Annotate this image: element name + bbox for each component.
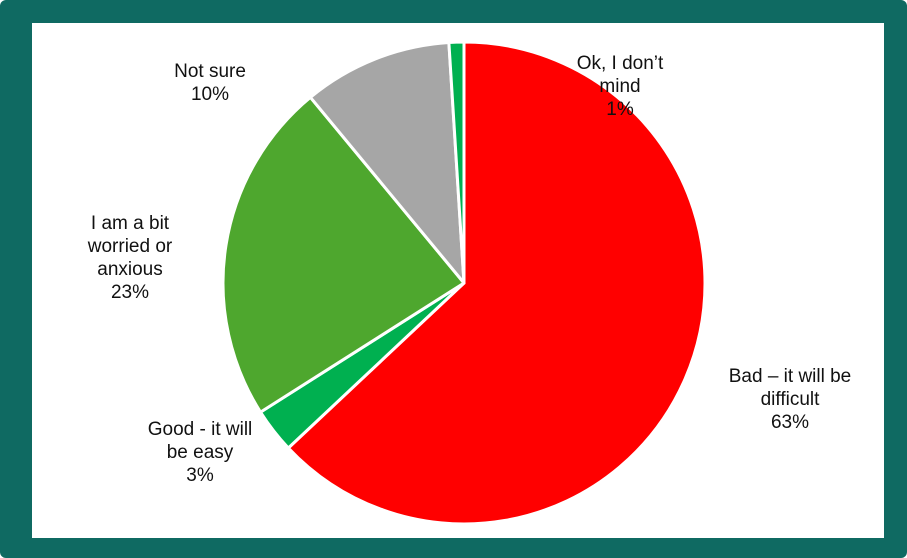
pie-slice-bad (286, 40, 707, 526)
slice-label-bad-value: 63% (770, 412, 810, 433)
slice-label-worried: I am a bit worried or anxious 23% (60, 212, 200, 304)
slice-label-not-sure: Not sure 10% (150, 60, 270, 106)
slice-label-bad: Bad – it will be difficult 63% (700, 365, 880, 434)
slice-label-not-sure-value: 10% (190, 84, 230, 105)
slice-label-bad-line-1: Bad – it will be (728, 366, 852, 387)
slice-label-not-sure-line-1: Not sure (174, 61, 246, 82)
slice-label-good: Good - it will be easy 3% (125, 418, 275, 487)
slice-label-ok: Ok, I don’t mind 1% (545, 52, 695, 121)
pie-slice-not-sure (308, 40, 466, 285)
slice-label-bad-line-2: difficult (760, 389, 820, 410)
slice-label-worried-line-3: anxious (97, 259, 163, 280)
slice-label-worried-line-2: worried or (87, 236, 173, 257)
slice-label-ok-line-2: mind (599, 76, 641, 97)
pie-slice-worried (221, 95, 466, 414)
slice-label-ok-value: 1% (606, 99, 634, 120)
pie-slice-ok (447, 40, 466, 285)
slice-label-good-line-1: Good - it will (147, 419, 253, 440)
slice-label-ok-line-1: Ok, I don’t (576, 53, 664, 74)
slice-label-worried-value: 23% (110, 282, 150, 303)
slice-label-good-line-2: be easy (166, 442, 234, 463)
slice-label-good-value: 3% (186, 465, 214, 486)
slice-label-worried-line-1: I am a bit (90, 213, 170, 234)
